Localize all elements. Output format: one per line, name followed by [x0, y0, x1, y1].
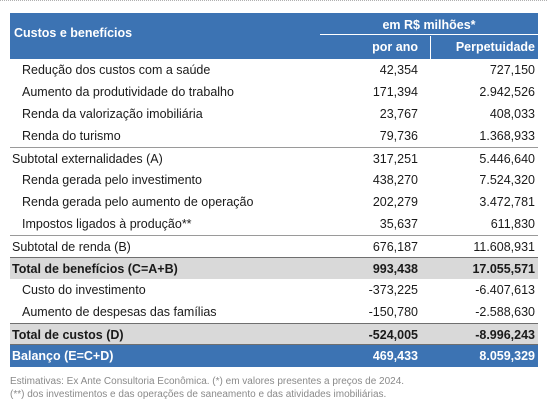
value-perpetuity: 2.942,526: [479, 85, 535, 99]
cropped-previous-text: [0, 0, 547, 3]
table-row: Renda da valorização imobiliária 23,767 40…: [10, 103, 538, 125]
table-row: Renda gerada pelo investimento 438,270 7.5…: [10, 169, 538, 191]
value-per-year: 171,394: [372, 85, 418, 99]
value-perpetuity: 11.608,931: [473, 240, 535, 254]
footnotes: Estimativas: Ex Ante Consultoria Econômi…: [10, 375, 540, 401]
value-perpetuity: -6.407,613: [475, 283, 535, 297]
row-label: Balanço (E=C+D): [12, 349, 114, 363]
value-perpetuity: 408,033: [489, 107, 535, 121]
value-perpetuity: 7.524,320: [479, 173, 535, 187]
value-perpetuity: -8.996,243: [475, 328, 535, 342]
table-title: Custos e benefícios: [14, 26, 133, 40]
value-perpetuity: 8.059,329: [479, 349, 535, 363]
table-row: Subtotal externalidades (A) 317,251 5.446,…: [10, 147, 538, 169]
row-label: Aumento da produtividade do trabalho: [22, 85, 234, 99]
row-label: Impostos ligados à produção**: [22, 217, 192, 231]
row-label: Renda do turismo: [22, 129, 121, 143]
column-header-per-year: por ano: [372, 40, 418, 54]
value-per-year: -150,780: [368, 305, 418, 319]
table-header: Custos e benefícios em R$ milhões* por a…: [10, 13, 538, 59]
unit-label: em R$ milhões*: [320, 13, 538, 35]
row-label: Aumento de despesas das famílias: [22, 305, 217, 319]
row-label: Subtotal de renda (B): [12, 240, 131, 254]
table-row: Total de custos (D) -524,005 -8.996,243: [10, 323, 538, 345]
row-label: Custo do investimento: [22, 283, 146, 297]
costs-benefits-table: Custos e benefícios em R$ milhões* por a…: [10, 13, 538, 367]
table-body: Redução dos custos com a saúde 42,354 727,…: [10, 59, 538, 367]
table-row: Total de benefícios (C=A+B) 993,438 17.055…: [10, 257, 538, 279]
footnote-double-asterisk: (**) dos investimentos e das operações d…: [10, 389, 387, 400]
row-label: Redução dos custos com a saúde: [22, 63, 211, 77]
value-perpetuity: 3.472,781: [479, 195, 535, 209]
table-row: Renda gerada pelo aumento de operação 202…: [10, 191, 538, 213]
value-per-year: -373,225: [368, 283, 418, 297]
row-label: Total de custos (D): [12, 328, 124, 342]
value-per-year: 676,187: [372, 240, 418, 254]
table-row: Subtotal de renda (B) 676,187 11.608,931: [10, 235, 538, 257]
table-row: Custo do investimento -373,225 -6.407,613: [10, 279, 538, 301]
row-label: Subtotal externalidades (A): [12, 152, 163, 166]
header-divider: [430, 36, 431, 59]
value-perpetuity: 727,150: [489, 63, 535, 77]
row-label: Renda gerada pelo investimento: [22, 173, 202, 187]
value-perpetuity: 1.368,933: [479, 129, 535, 143]
footnote-source: Estimativas: Ex Ante Consultoria Econômi…: [10, 376, 405, 387]
value-per-year: -524,005: [368, 328, 418, 342]
value-per-year: 79,736: [379, 129, 418, 143]
value-perpetuity: 611,830: [490, 217, 535, 231]
value-per-year: 317,251: [372, 152, 418, 166]
value-per-year: 202,279: [372, 195, 418, 209]
table-row: Redução dos custos com a saúde 42,354 727,…: [10, 59, 538, 81]
row-label: Renda da valorização imobiliária: [22, 107, 203, 121]
table-row: Renda do turismo 79,736 1.368,933: [10, 125, 538, 147]
value-per-year: 23,767: [379, 107, 418, 121]
row-label: Renda gerada pelo aumento de operação: [22, 195, 254, 209]
row-label: Total de benefícios (C=A+B): [12, 262, 178, 276]
value-perpetuity: -2.588,630: [475, 305, 535, 319]
value-per-year: 993,438: [372, 262, 418, 276]
value-perpetuity: 5.446,640: [479, 152, 535, 166]
value-per-year: 35,637: [379, 217, 418, 231]
value-per-year: 438,270: [372, 173, 418, 187]
value-perpetuity: 17.055,571: [472, 262, 535, 276]
value-per-year: 469,433: [372, 349, 418, 363]
table-row: Impostos ligados à produção** 35,637 611,8…: [10, 213, 538, 235]
table-row: Aumento da produtividade do trabalho 171,…: [10, 81, 538, 103]
column-header-perpetuity: Perpetuidade: [455, 40, 535, 54]
table-row: Balanço (E=C+D) 469,433 8.059,329: [10, 345, 538, 367]
value-per-year: 42,354: [379, 63, 418, 77]
table-row: Aumento de despesas das famílias -150,780…: [10, 301, 538, 323]
